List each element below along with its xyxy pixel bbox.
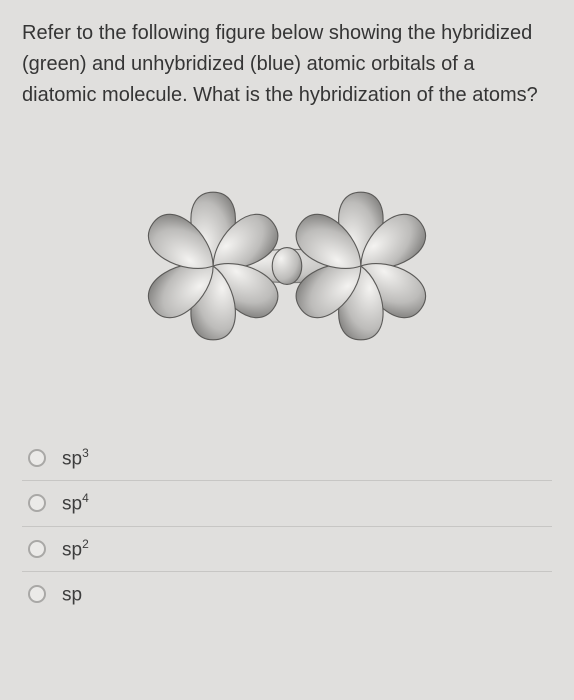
option-sp4[interactable]: sp4 [22, 481, 552, 526]
option-label: sp4 [62, 491, 89, 515]
radio-icon [28, 449, 46, 467]
orbital-figure [107, 126, 467, 406]
option-label: sp3 [62, 446, 89, 470]
option-sp[interactable]: sp [22, 572, 552, 616]
option-sp3[interactable]: sp3 [22, 436, 552, 481]
options-list: sp3 sp4 sp2 sp [22, 436, 552, 616]
option-label: sp [62, 582, 82, 606]
radio-icon [28, 494, 46, 512]
question-text: Refer to the following figure below show… [22, 18, 552, 111]
option-sp2[interactable]: sp2 [22, 527, 552, 572]
radio-icon [28, 585, 46, 603]
radio-icon [28, 540, 46, 558]
option-label: sp2 [62, 537, 89, 561]
